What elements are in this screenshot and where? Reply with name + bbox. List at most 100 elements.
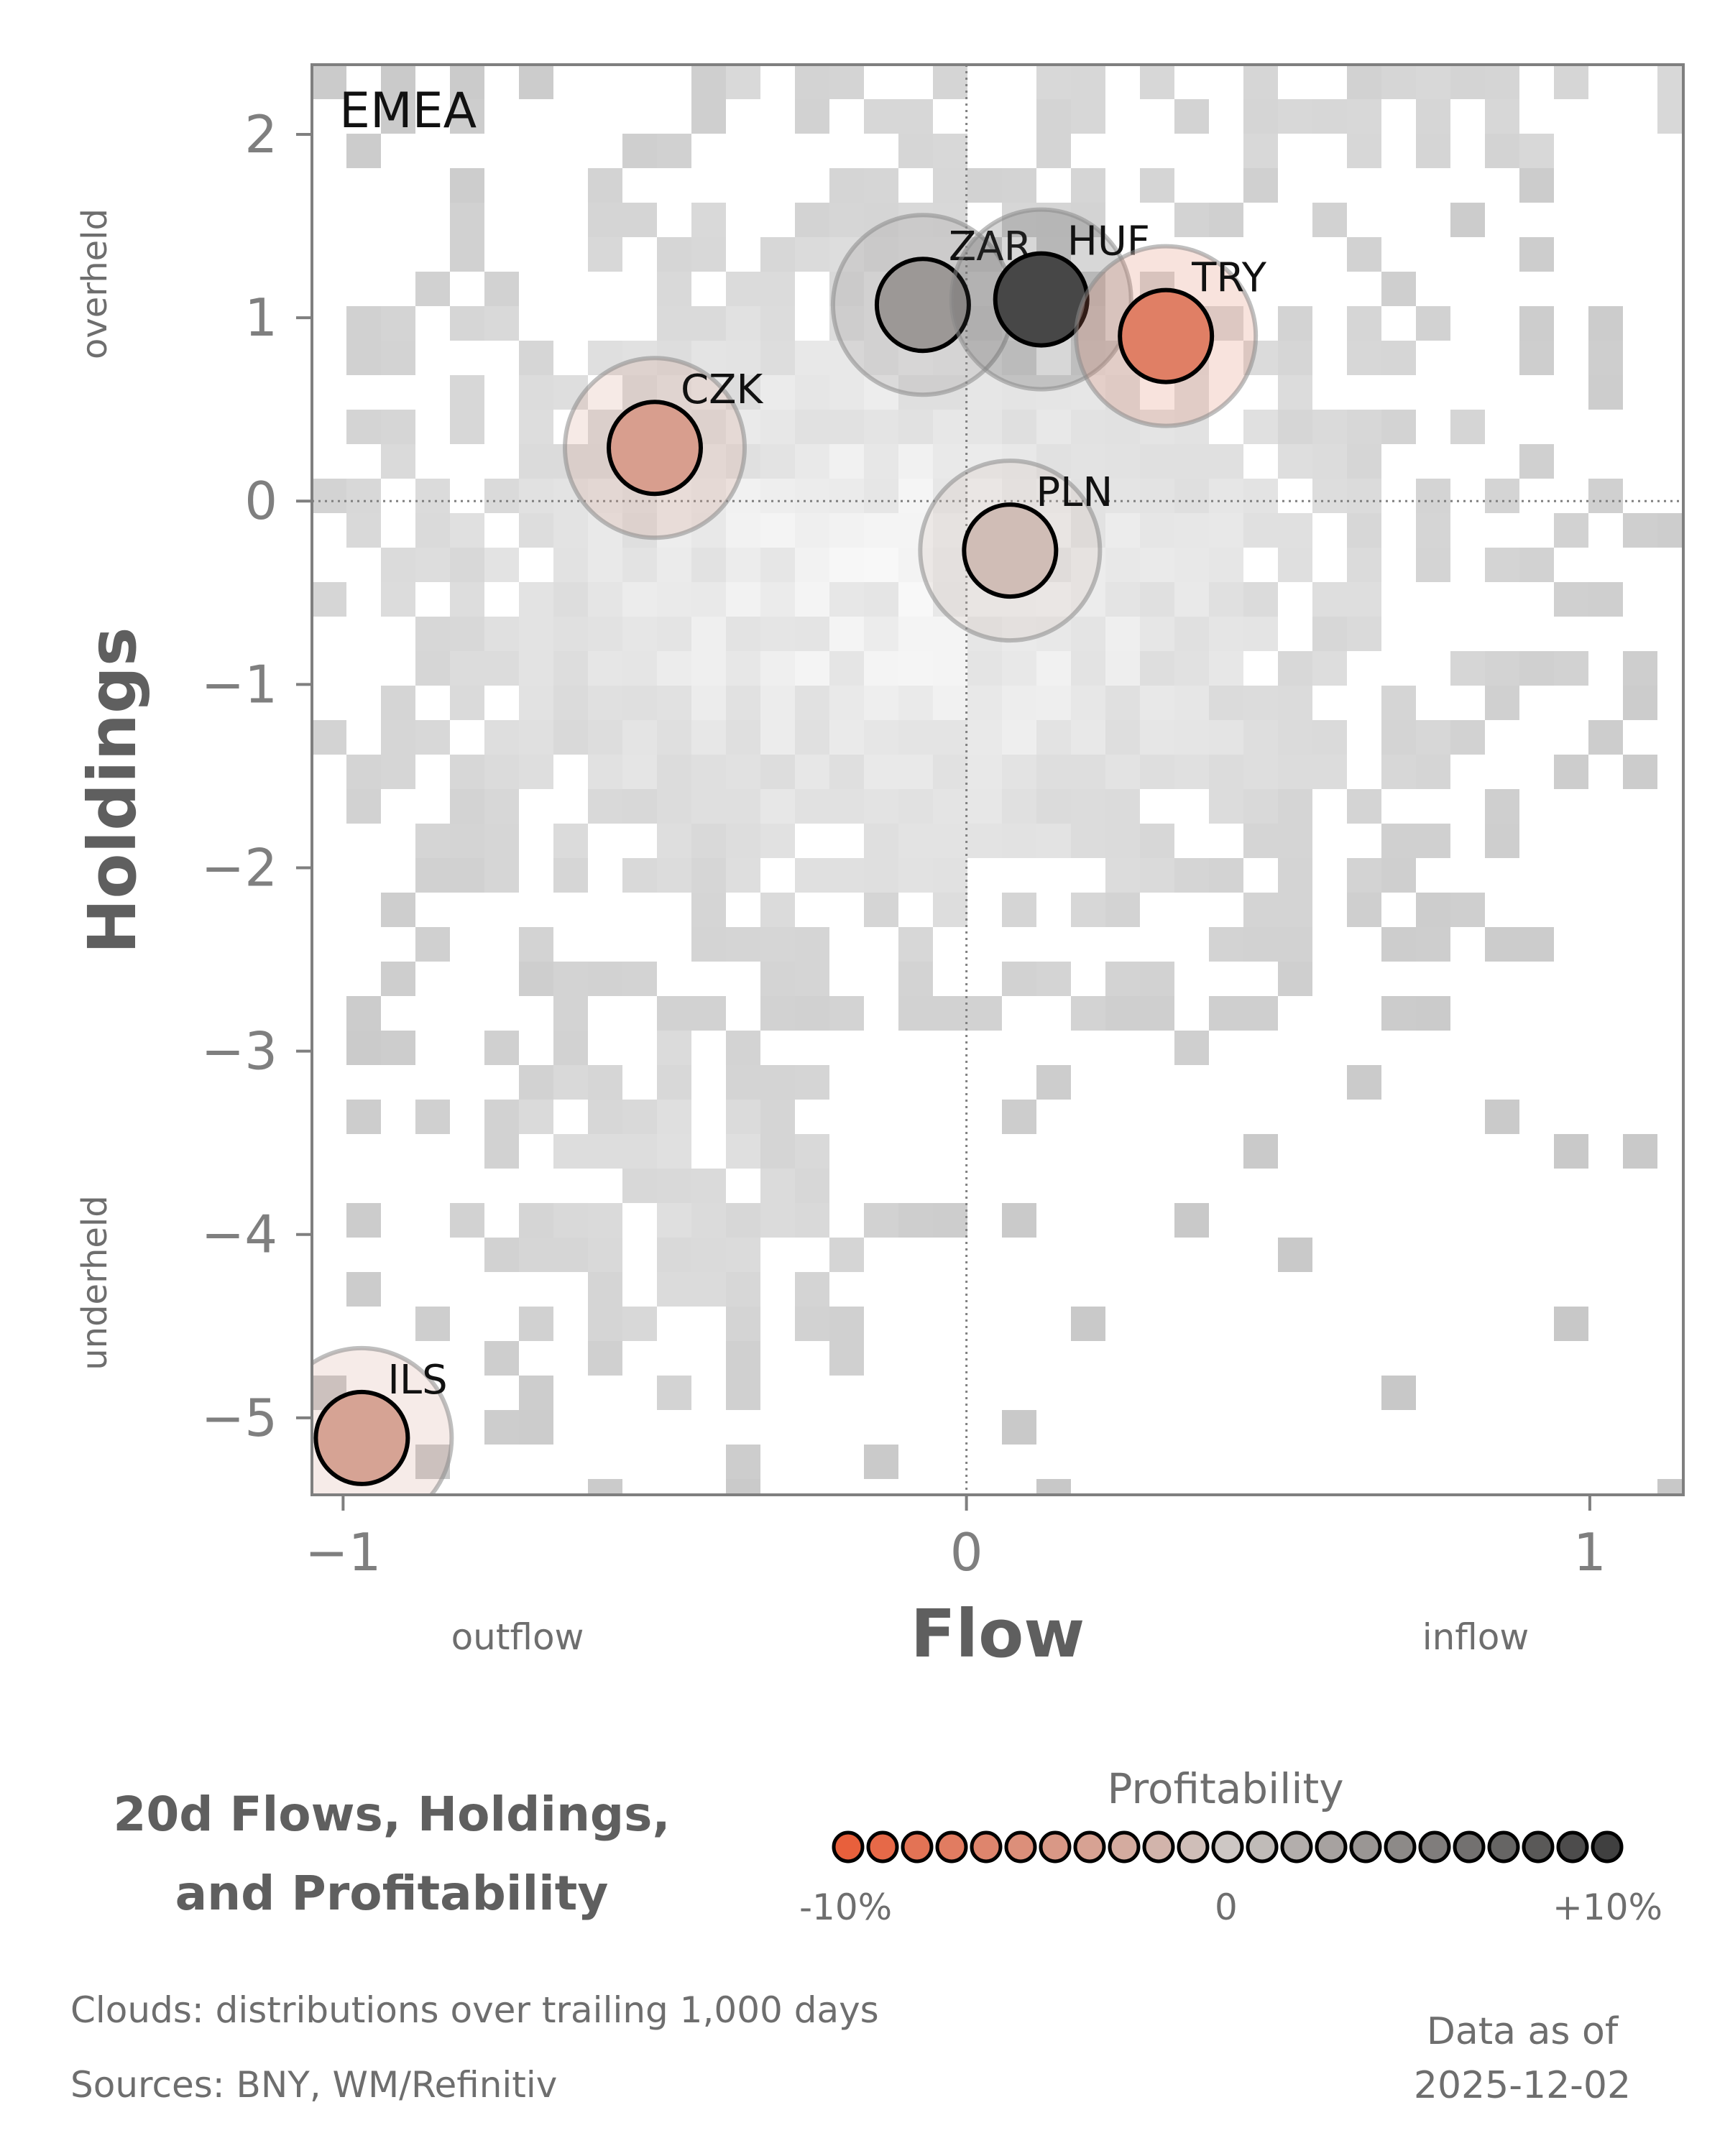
cloud-cell [484, 1341, 519, 1376]
cloud-cell [1381, 65, 1416, 99]
cloud-cell [726, 824, 760, 858]
cloud-cell [829, 720, 864, 755]
cloud-cell [726, 1100, 760, 1134]
cloud-cell [519, 962, 553, 996]
cloud-cell [1174, 651, 1209, 686]
cloud-cell [1416, 99, 1450, 134]
cloud-cell [381, 755, 415, 789]
cloud-cell [1071, 168, 1105, 203]
cloud-cell [1519, 927, 1554, 962]
cloud-cell [691, 927, 726, 962]
cloud-cell [795, 858, 829, 893]
cloud-cell [588, 789, 622, 824]
cloud-cell [1174, 548, 1209, 582]
cloud-cell [864, 1445, 898, 1479]
cloud-cell [726, 789, 760, 824]
cloud-cell [795, 375, 829, 410]
cloud-cell [795, 617, 829, 651]
cloud-cell [450, 65, 484, 99]
cloud-cell [519, 410, 553, 444]
cloud-cell [657, 134, 691, 168]
cloud-cell [760, 548, 795, 582]
legend-swatch [1384, 1830, 1417, 1864]
cloud-cell [864, 513, 898, 548]
cloud-cell [519, 341, 553, 375]
cloud-cell [1036, 720, 1071, 755]
legend-swatch [901, 1830, 934, 1864]
plot-frame [310, 63, 1685, 1496]
cloud-cell [1209, 444, 1243, 479]
cloud-cell [933, 789, 967, 824]
cloud-cell [1071, 99, 1105, 134]
cloud-cell [1105, 789, 1140, 824]
cloud-cell [1381, 858, 1416, 893]
cloud-cell [795, 410, 829, 444]
cloud-cell [1347, 65, 1381, 99]
cloud-cell [1105, 375, 1140, 410]
cloud-cell [1002, 893, 1036, 927]
cloud-cell [760, 1100, 795, 1134]
cloud-cell [898, 617, 933, 651]
cloud-cell [1140, 65, 1174, 99]
cloud-cell [898, 479, 933, 513]
cloud-cell [864, 720, 898, 755]
cloud-cell [760, 962, 795, 996]
cloud-cell [484, 306, 519, 341]
cloud-cell [933, 858, 967, 893]
cloud-cell [1347, 858, 1381, 893]
cloud-cell [1002, 1100, 1036, 1134]
cloud-cell [760, 410, 795, 444]
cloud-cell [829, 686, 864, 720]
cloud-cell [795, 99, 829, 134]
cloud-cell [1416, 720, 1450, 755]
cloud-cell [519, 1100, 553, 1134]
cloud-cell [1554, 513, 1588, 548]
cloud-cell [864, 168, 898, 203]
cloud-cell [553, 1238, 588, 1272]
point-zar [874, 257, 971, 354]
legend-swatch [1211, 1830, 1244, 1864]
cloud-cell [760, 444, 795, 479]
cloud-cell [1554, 65, 1588, 99]
cloud-cell [760, 375, 795, 410]
cloud-cell [1243, 582, 1278, 617]
cloud-cell [1174, 617, 1209, 651]
cloud-cell [691, 1238, 726, 1272]
cloud-cell [1140, 617, 1174, 651]
cloud-cell [726, 720, 760, 755]
cloud-cell [588, 1203, 622, 1238]
cloud-cell [1485, 789, 1519, 824]
cloud-cell [1002, 789, 1036, 824]
cloud-cell [657, 720, 691, 755]
cloud-cell [691, 893, 726, 927]
y-tick-label: 0 [244, 471, 277, 531]
legend-swatch [1453, 1830, 1486, 1864]
cloud-cell [519, 444, 553, 479]
cloud-cell [795, 1203, 829, 1238]
cloud-cell [553, 720, 588, 755]
cloud-cell [1071, 686, 1105, 720]
cloud-cell [588, 962, 622, 996]
cloud-cell [622, 686, 657, 720]
legend-swatch [1556, 1830, 1589, 1864]
cloud-cell [1347, 548, 1381, 582]
cloud-cell [760, 306, 795, 341]
legend-swatch [1108, 1830, 1141, 1864]
cloud-cell [691, 824, 726, 858]
cloud-cell [312, 65, 346, 99]
cloud-cell [864, 1203, 898, 1238]
legend-swatch [1280, 1830, 1313, 1864]
cloud-cell [1209, 755, 1243, 789]
cloud-cell [519, 686, 553, 720]
cloud-cell [1071, 789, 1105, 824]
profitability-legend [832, 1830, 1624, 1864]
cloud-cell [519, 1307, 553, 1341]
cloud-cell [312, 479, 346, 513]
title-line-1: 20d Flows, Holdings, [113, 1787, 671, 1842]
legend-swatch [970, 1830, 1003, 1864]
cloud-cell [1140, 513, 1174, 548]
cloud-cell [864, 341, 898, 375]
cloud-cell [484, 1410, 519, 1445]
cloud-cell [1071, 720, 1105, 755]
cloud-cell [691, 375, 726, 410]
